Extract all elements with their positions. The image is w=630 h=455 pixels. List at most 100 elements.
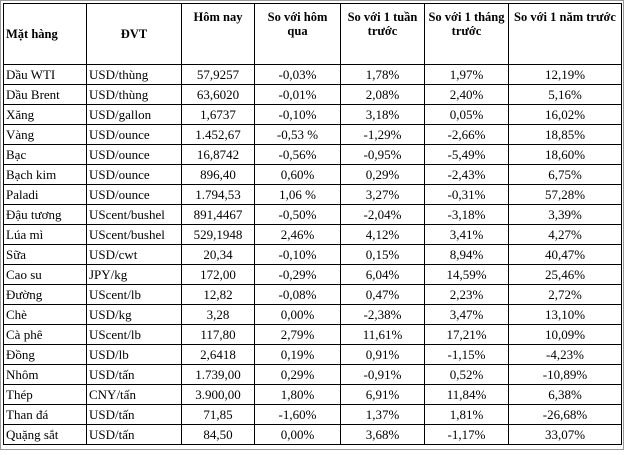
- cell-vs-year: -26,68%: [508, 404, 622, 425]
- cell-unit: CNY/tấn: [86, 384, 182, 405]
- cell-unit: USD/ounce: [86, 144, 182, 165]
- cell-unit: USD/tấn: [86, 424, 182, 445]
- table-row: Đồng USD/lb 2,6418 0,19% 0,91% -1,15% -4,23%: [3, 344, 622, 365]
- cell-commodity-name: Dầu WTI: [3, 64, 87, 85]
- cell-vs-year: 40,47%: [508, 244, 622, 265]
- cell-vs-yesterday: -0,56%: [254, 144, 341, 165]
- cell-vs-yesterday: -0,10%: [254, 244, 341, 265]
- cell-today-price: 172,00: [181, 264, 255, 285]
- cell-vs-month: 3,41%: [424, 224, 509, 245]
- cell-vs-year: -4,23%: [508, 344, 622, 365]
- cell-vs-year: 16,02%: [508, 104, 622, 125]
- cell-today-price: 117,80: [181, 324, 255, 345]
- cell-unit: USD/ounce: [86, 164, 182, 185]
- cell-today-price: 84,50: [181, 424, 255, 445]
- cell-today-price: 3,28: [181, 304, 255, 325]
- cell-commodity-name: Sữa: [3, 244, 87, 265]
- cell-vs-week: 0,47%: [340, 284, 425, 305]
- cell-commodity-name: Xăng: [3, 104, 87, 125]
- cell-vs-month: 2,40%: [424, 84, 509, 105]
- table-row: Paladi USD/ounce 1.794,53 1,06 % 3,27% -0,31%…: [3, 184, 622, 205]
- cell-vs-month: 11,84%: [424, 384, 509, 405]
- table-header: Mặt hàng ĐVT Hôm nay So với hôm qua So v…: [3, 3, 622, 65]
- cell-commodity-name: Quặng sắt: [3, 424, 87, 445]
- cell-vs-year: 57,28%: [508, 184, 622, 205]
- cell-today-price: 20,34: [181, 244, 255, 265]
- cell-today-price: 1.794,53: [181, 184, 255, 205]
- table-row: Vàng USD/ounce 1.452,67 -0,53 % -1,29% -2,66%…: [3, 124, 622, 145]
- cell-today-price: 16,8742: [181, 144, 255, 165]
- table-row: Lúa mì UScent/bushel 529,1948 2,46% 4,12% 3,4…: [3, 224, 622, 245]
- cell-unit: UScent/bushel: [86, 224, 182, 245]
- table-row: Đường UScent/lb 12,82 -0,08% 0,47% 2,23% 2,72%: [3, 284, 622, 305]
- cell-vs-yesterday: -0,50%: [254, 204, 341, 225]
- cell-vs-year: -10,89%: [508, 364, 622, 385]
- cell-vs-year: 12,19%: [508, 64, 622, 85]
- cell-vs-year: 18,60%: [508, 144, 622, 165]
- cell-vs-year: 18,85%: [508, 124, 622, 145]
- cell-commodity-name: Đường: [3, 284, 87, 305]
- cell-vs-week: -0,91%: [340, 364, 425, 385]
- cell-vs-yesterday: -0,10%: [254, 104, 341, 125]
- cell-unit: UScent/lb: [86, 324, 182, 345]
- cell-vs-yesterday: 1,80%: [254, 384, 341, 405]
- cell-commodity-name: Paladi: [3, 184, 87, 205]
- cell-vs-yesterday: -1,60%: [254, 404, 341, 425]
- commodity-price-table: Mặt hàng ĐVT Hôm nay So với hôm qua So v…: [3, 3, 622, 445]
- cell-today-price: 1.739,00: [181, 364, 255, 385]
- table-row: Dầu WTI USD/thùng 57,9257 -0,03% 1,78% 1,97% 1…: [3, 64, 622, 85]
- cell-vs-year: 6,75%: [508, 164, 622, 185]
- cell-vs-yesterday: -0,08%: [254, 284, 341, 305]
- cell-vs-week: 6,91%: [340, 384, 425, 405]
- cell-vs-yesterday: -0,03%: [254, 64, 341, 85]
- cell-commodity-name: Dầu Brent: [3, 84, 87, 105]
- table-row: Chè USD/kg 3,28 0,00% -2,38% 3,47% 13,10%: [3, 304, 622, 325]
- cell-commodity-name: Lúa mì: [3, 224, 87, 245]
- cell-vs-yesterday: 2,79%: [254, 324, 341, 345]
- cell-unit: USD/tấn: [86, 364, 182, 385]
- cell-unit: UScent/lb: [86, 284, 182, 305]
- table-row: Bạch kim USD/ounce 896,40 0,60% 0,29% -2,43% 6…: [3, 164, 622, 185]
- cell-vs-week: 6,04%: [340, 264, 425, 285]
- cell-vs-month: 0,05%: [424, 104, 509, 125]
- cell-unit: USD/gallon: [86, 104, 182, 125]
- cell-vs-month: 1,81%: [424, 404, 509, 425]
- cell-vs-week: 11,61%: [340, 324, 425, 345]
- table-row: Đậu tương UScent/bushel 891,4467 -0,50% -2,0…: [3, 204, 622, 225]
- cell-vs-year: 6,38%: [508, 384, 622, 405]
- cell-today-price: 891,4467: [181, 204, 255, 225]
- cell-vs-yesterday: 0,29%: [254, 364, 341, 385]
- cell-vs-year: 5,16%: [508, 84, 622, 105]
- cell-vs-yesterday: 0,00%: [254, 424, 341, 445]
- cell-vs-year: 2,72%: [508, 284, 622, 305]
- cell-unit: USD/cwt: [86, 244, 182, 265]
- table-row: Xăng USD/gallon 1,6737 -0,10% 3,18% 0,05% 16,0…: [3, 104, 622, 125]
- cell-vs-month: 0,52%: [424, 364, 509, 385]
- table-row: Nhôm USD/tấn 1.739,00 0,29% -0,91% 0,52% -10,8…: [3, 364, 622, 385]
- cell-unit: USD/ounce: [86, 184, 182, 205]
- cell-commodity-name: Nhôm: [3, 364, 87, 385]
- cell-unit: USD/ounce: [86, 124, 182, 145]
- cell-vs-week: 0,29%: [340, 164, 425, 185]
- cell-vs-year: 4,27%: [508, 224, 622, 245]
- cell-vs-month: -5,49%: [424, 144, 509, 165]
- header-vs-yesterday: So với hôm qua: [254, 3, 341, 65]
- header-commodity: Mặt hàng: [3, 3, 87, 65]
- header-row: Mặt hàng ĐVT Hôm nay So với hôm qua So v…: [3, 3, 622, 65]
- cell-unit: USD/lb: [86, 344, 182, 365]
- cell-vs-yesterday: 1,06 %: [254, 184, 341, 205]
- cell-vs-week: 3,68%: [340, 424, 425, 445]
- cell-vs-week: 3,27%: [340, 184, 425, 205]
- cell-commodity-name: Chè: [3, 304, 87, 325]
- cell-unit: JPY/kg: [86, 264, 182, 285]
- cell-vs-yesterday: 2,46%: [254, 224, 341, 245]
- cell-vs-year: 3,39%: [508, 204, 622, 225]
- cell-vs-week: 0,15%: [340, 244, 425, 265]
- cell-today-price: 71,85: [181, 404, 255, 425]
- table-row: Cà phê UScent/lb 117,80 2,79% 11,61% 17,21% 10…: [3, 324, 622, 345]
- cell-commodity-name: Thép: [3, 384, 87, 405]
- table-row: Quặng sắt USD/tấn 84,50 0,00% 3,68% -1,17% 33,…: [3, 424, 622, 445]
- cell-vs-month: 14,59%: [424, 264, 509, 285]
- cell-vs-yesterday: -0,29%: [254, 264, 341, 285]
- cell-vs-month: 1,97%: [424, 64, 509, 85]
